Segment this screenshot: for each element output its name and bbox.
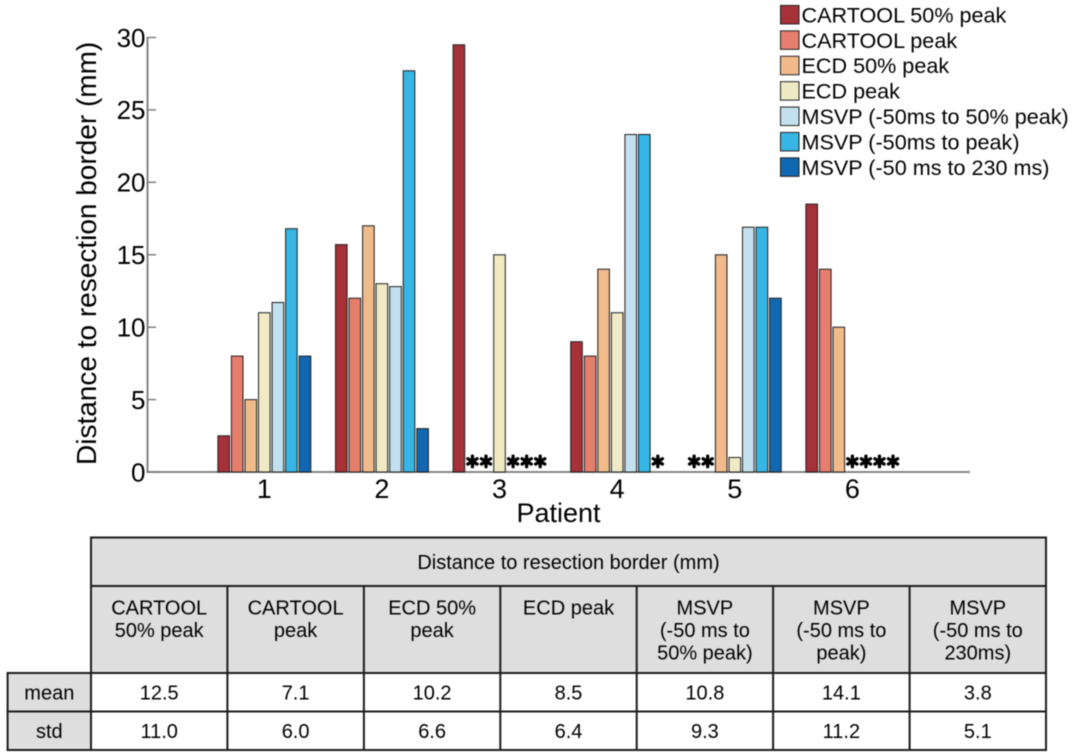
svg-text:MSVP (-50 ms to 230 ms): MSVP (-50 ms to 230 ms) (802, 155, 1050, 180)
svg-text:ECD 50%: ECD 50% (388, 598, 476, 620)
svg-text:MSVP (-50ms to 50% peak): MSVP (-50ms to 50% peak) (802, 104, 1069, 129)
svg-text:3.8: 3.8 (964, 682, 992, 704)
svg-text:6.0: 6.0 (282, 721, 310, 743)
svg-text:14.1: 14.1 (822, 682, 861, 704)
svg-text:7.1: 7.1 (282, 682, 310, 704)
svg-text:4: 4 (610, 474, 625, 504)
svg-text:MSVP: MSVP (677, 598, 734, 620)
svg-text:CARTOOL: CARTOOL (111, 598, 207, 620)
svg-text:MSVP (-50ms to peak): MSVP (-50ms to peak) (802, 129, 1020, 154)
svg-text:3: 3 (492, 474, 507, 504)
svg-text:11.2: 11.2 (823, 721, 860, 743)
svg-text:Distance to resection border (: Distance to resection border (mm) (71, 42, 102, 465)
svg-text:230ms): 230ms) (944, 642, 1011, 664)
svg-text:MSVP: MSVP (949, 598, 1006, 620)
svg-text:(-50 ms to: (-50 ms to (796, 620, 886, 642)
svg-text:25: 25 (117, 95, 146, 125)
svg-text:CARTOOL 50% peak: CARTOOL 50% peak (802, 2, 1007, 27)
svg-text:peak): peak) (816, 642, 866, 664)
svg-text:1: 1 (257, 474, 272, 504)
svg-text:50% peak): 50% peak) (657, 642, 753, 664)
svg-text:6: 6 (845, 474, 860, 504)
svg-text:5: 5 (727, 474, 742, 504)
svg-text:0: 0 (131, 457, 145, 487)
svg-text:11.0: 11.0 (140, 721, 177, 743)
svg-text:peak: peak (410, 620, 454, 642)
svg-text:9.3: 9.3 (691, 721, 719, 743)
svg-text:10.2: 10.2 (413, 682, 452, 704)
svg-text:(-50 ms to: (-50 ms to (933, 620, 1023, 642)
svg-text:(-50 ms to: (-50 ms to (660, 620, 750, 642)
svg-text:2: 2 (374, 474, 389, 504)
svg-text:8.5: 8.5 (555, 682, 583, 704)
svg-text:MSVP: MSVP (813, 598, 870, 620)
svg-text:CARTOOL peak: CARTOOL peak (802, 28, 958, 53)
svg-text:12.5: 12.5 (140, 682, 179, 704)
svg-text:mean: mean (24, 682, 74, 704)
svg-text:CARTOOL: CARTOOL (248, 598, 344, 620)
svg-text:15: 15 (117, 240, 146, 270)
svg-text:10: 10 (117, 313, 146, 343)
svg-text:std: std (36, 721, 63, 743)
svg-text:50% peak: 50% peak (115, 620, 205, 642)
svg-text:Patient: Patient (516, 498, 601, 528)
svg-text:peak: peak (274, 620, 318, 642)
svg-text:5.1: 5.1 (964, 721, 992, 743)
svg-text:Distance to resection border (: Distance to resection border (mm) (417, 552, 719, 574)
svg-text:ECD peak: ECD peak (802, 79, 901, 104)
svg-text:ECD 50% peak: ECD 50% peak (802, 53, 950, 78)
svg-text:6.4: 6.4 (555, 721, 583, 743)
svg-text:20: 20 (117, 168, 146, 198)
svg-text:10.8: 10.8 (685, 682, 724, 704)
svg-text:6.6: 6.6 (418, 721, 446, 743)
svg-text:ECD peak: ECD peak (523, 598, 615, 620)
svg-text:30: 30 (117, 23, 146, 53)
svg-text:5: 5 (131, 385, 145, 415)
